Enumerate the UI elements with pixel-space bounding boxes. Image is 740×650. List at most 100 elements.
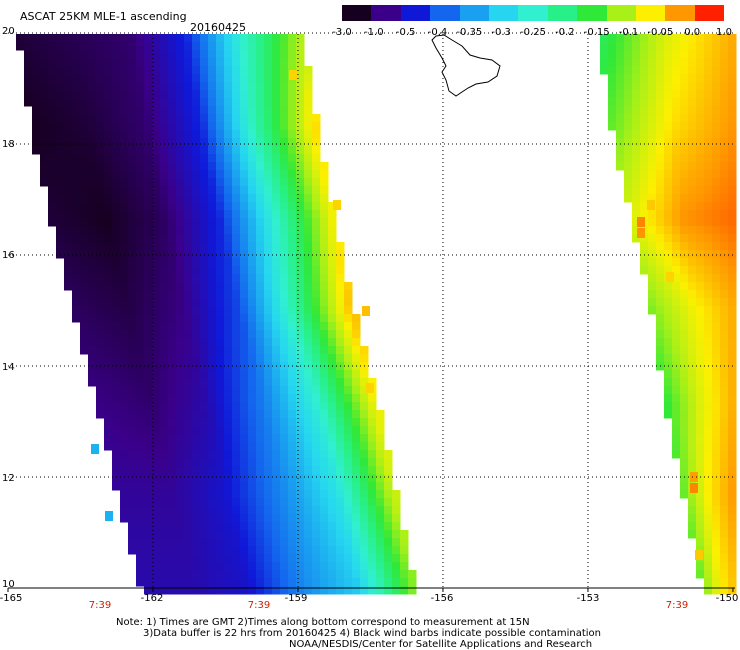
- swath-cell: [624, 194, 633, 203]
- swath-cell: [368, 402, 377, 411]
- swath-cell: [96, 194, 105, 203]
- colorbar-swatch: [577, 5, 607, 21]
- swath-cell: [728, 234, 737, 243]
- swath-cell: [352, 554, 361, 563]
- swath-cell: [80, 66, 89, 75]
- swath-cell: [72, 266, 81, 275]
- swath-cell: [632, 34, 641, 43]
- swath-cell: [688, 386, 697, 395]
- swath-cell: [144, 218, 153, 227]
- swath-cell: [288, 226, 297, 235]
- swath-cell: [232, 250, 241, 259]
- swath-cell: [280, 258, 289, 267]
- swath-cell: [208, 130, 217, 139]
- swath-cell: [40, 106, 49, 115]
- swath-cell: [688, 162, 697, 171]
- swath-cell: [192, 314, 201, 323]
- swath-cell: [144, 394, 153, 403]
- swath-cell: [128, 346, 137, 355]
- swath-cell: [168, 466, 177, 475]
- swath-cell: [400, 570, 409, 579]
- swath-cell: [304, 514, 313, 523]
- swath-cell: [664, 138, 673, 147]
- swath-cell: [208, 42, 217, 51]
- swath-cell: [280, 178, 289, 187]
- swath-cell: [376, 442, 385, 451]
- swath-cell: [240, 186, 249, 195]
- swath-cell: [296, 426, 305, 435]
- swath-cell: [720, 290, 729, 299]
- swath-cell: [176, 250, 185, 259]
- swath-cell: [224, 74, 233, 83]
- swath-cell: [136, 522, 145, 531]
- swath-cell: [216, 418, 225, 427]
- swath-cell: [264, 490, 273, 499]
- swath-cell: [256, 426, 265, 435]
- swath-cell: [288, 586, 297, 595]
- swath-cell: [680, 386, 689, 395]
- swath-cell: [288, 194, 297, 203]
- swath-cell: [152, 130, 161, 139]
- swath-cell: [712, 474, 721, 483]
- swath-cell: [680, 282, 689, 291]
- colorbar-tick-label: -0.25: [520, 27, 546, 38]
- swath-cell: [168, 434, 177, 443]
- swath-cell: [248, 426, 257, 435]
- swath-cell: [288, 450, 297, 459]
- swath-cell: [688, 378, 697, 387]
- swath-cell: [664, 266, 673, 275]
- swath-cell: [656, 218, 665, 227]
- swath-cell: [160, 242, 169, 251]
- swath-cell: [96, 306, 105, 315]
- swath-cell: [256, 178, 265, 187]
- swath-cell: [192, 474, 201, 483]
- swath-cell: [112, 82, 121, 91]
- swath-cell: [680, 42, 689, 51]
- swath-cell: [184, 482, 193, 491]
- swath-cell: [264, 330, 273, 339]
- swath-cell: [688, 98, 697, 107]
- swath-cell: [256, 282, 265, 291]
- swath-cell: [312, 194, 321, 203]
- swath-cell: [712, 450, 721, 459]
- swath-cell: [264, 58, 273, 67]
- swath-cell: [376, 530, 385, 539]
- swath-cell: [72, 74, 81, 83]
- swath-cell: [192, 178, 201, 187]
- swath-cell: [704, 354, 713, 363]
- swath-cell: [112, 242, 121, 251]
- swath-cell: [200, 306, 209, 315]
- swath-cell: [264, 498, 273, 507]
- swath-cell: [248, 482, 257, 491]
- swath-cell: [640, 106, 649, 115]
- swath-cell: [280, 306, 289, 315]
- swath-cell: [304, 522, 313, 531]
- swath-cell: [304, 106, 313, 115]
- swath-cell: [720, 138, 729, 147]
- swath-cell: [96, 210, 105, 219]
- swath-cell: [696, 90, 705, 99]
- swath-cell: [640, 138, 649, 147]
- swath-cell: [632, 130, 641, 139]
- swath-cell: [616, 90, 625, 99]
- colorbar-tick-label: -0.3: [491, 27, 511, 38]
- swath-cell: [712, 250, 721, 259]
- swath-cell: [664, 394, 673, 403]
- swath-cell: [696, 522, 705, 531]
- swath-cell: [360, 522, 369, 531]
- swath-cell: [688, 258, 697, 267]
- swath-cell: [280, 226, 289, 235]
- swath-cell: [248, 386, 257, 395]
- swath-cell: [136, 426, 145, 435]
- swath-cell: [392, 514, 401, 523]
- swath-cell: [272, 482, 281, 491]
- swath-cell: [672, 378, 681, 387]
- swath-cell: [336, 338, 345, 347]
- swath-cell: [144, 354, 153, 363]
- swath-cell: [120, 122, 129, 131]
- swath-cell: [280, 242, 289, 251]
- swath-cell: [272, 386, 281, 395]
- swath-cell: [704, 146, 713, 155]
- swath-cell: [688, 402, 697, 411]
- swath-cell: [120, 106, 129, 115]
